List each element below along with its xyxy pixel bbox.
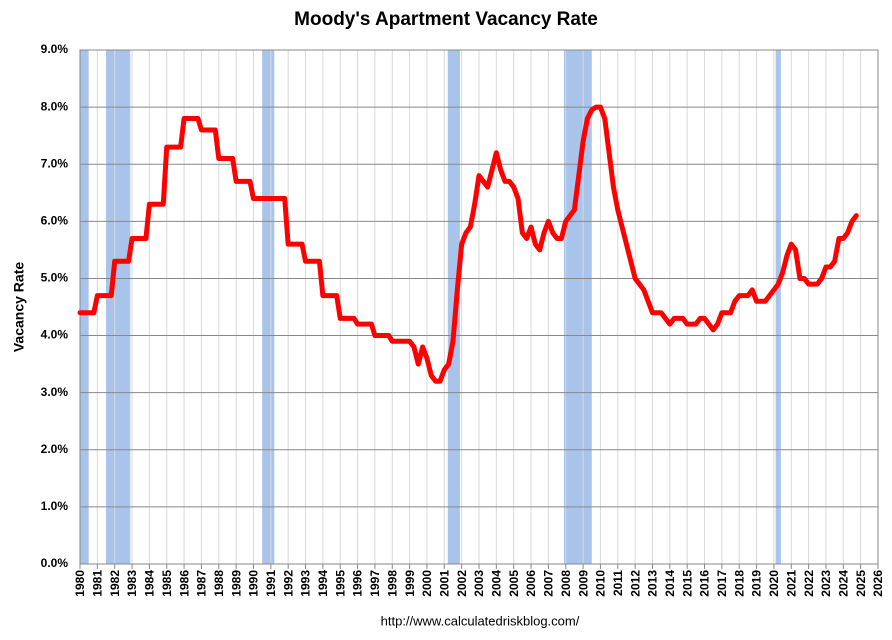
x-tick-label: 1985 [160, 570, 174, 597]
x-tick-label: 1983 [125, 570, 139, 597]
x-tick-label: 2021 [784, 570, 798, 597]
x-tick-label: 1980 [73, 570, 87, 597]
recession-band [262, 50, 275, 564]
y-tick-label: 7.0% [41, 156, 69, 170]
x-tick-label: 2005 [507, 570, 521, 597]
x-tick-label: 1992 [281, 570, 295, 597]
data-line [77, 104, 859, 384]
x-tick-label: 2011 [611, 570, 625, 596]
x-tick-label: 2006 [524, 570, 538, 597]
x-tick-label: 1997 [368, 570, 382, 597]
source: http://www.calculatedriskblog.com/ [381, 613, 580, 628]
x-tick-label: 2022 [802, 570, 816, 597]
x-tick-label: 2013 [646, 570, 660, 597]
x-tick-label: 2020 [767, 570, 781, 597]
x-tick-label: 2002 [455, 570, 469, 597]
x-tick-label: 2019 [750, 570, 764, 597]
x-tick-label: 2015 [680, 570, 694, 597]
x-tick-label: 1994 [316, 570, 330, 597]
recession-band [106, 50, 131, 564]
x-tick-label: 1981 [91, 570, 105, 597]
x-tick-label: 1998 [385, 570, 399, 597]
recession-band [775, 50, 781, 564]
chart-title: Moody's Apartment Vacancy Rate [294, 9, 598, 30]
y-tick-label: 1.0% [41, 499, 69, 513]
recession-band [564, 50, 592, 564]
x-tick-label: 2004 [490, 570, 504, 597]
x-tick-label: 2018 [732, 570, 746, 597]
y-tick-label: 6.0% [41, 214, 69, 228]
x-tick-label: 2001 [437, 570, 451, 597]
x-tick-label: 1986 [177, 570, 191, 597]
x-tick-label: 1990 [247, 570, 261, 597]
x-tick-label: 2017 [715, 570, 729, 597]
x-tick-label: 1991 [264, 570, 278, 597]
x-tick-label: 1984 [143, 570, 157, 597]
x-tick-label: 1988 [212, 570, 226, 597]
plot-border [79, 49, 879, 565]
x-tick-label: 2014 [663, 570, 677, 597]
x-tick-label: 2026 [871, 570, 885, 597]
recession-band [80, 50, 89, 564]
y-tick-label: 3.0% [41, 385, 69, 399]
x-tick-label: 1996 [351, 570, 365, 597]
x-tick-label: 2024 [836, 570, 850, 597]
y-tick-label: 2.0% [41, 442, 69, 456]
x-tick-label: 2012 [628, 570, 642, 597]
x-tick-label: 2000 [420, 570, 434, 597]
y-tick-label: 5.0% [41, 271, 69, 285]
x-tick-label: 2008 [559, 570, 573, 597]
x-tick-label: 1993 [299, 570, 313, 597]
y-tick-label: 8.0% [41, 99, 69, 113]
x-tick-label: 1989 [229, 570, 243, 597]
y-axis-label: Vacancy Rate [11, 262, 27, 352]
x-tick-label: 2025 [854, 570, 868, 597]
x-tick-label: 2016 [698, 570, 712, 597]
x-tick-label: 1999 [403, 570, 417, 597]
x-tick-label: 2010 [594, 570, 608, 597]
x-tick-label: 2003 [472, 570, 486, 597]
y-tick-label: 0.0% [41, 556, 69, 570]
x-tick-label: 2007 [542, 570, 556, 597]
y-tick-label: 4.0% [41, 328, 69, 342]
x-tick-label: 1982 [108, 570, 122, 597]
x-tick-label: 1987 [195, 570, 209, 597]
x-tick-label: 2009 [576, 570, 590, 597]
x-tick-label: 2023 [819, 570, 833, 597]
x-tick-label: 1995 [333, 570, 347, 597]
y-tick-label: 9.0% [41, 42, 69, 56]
